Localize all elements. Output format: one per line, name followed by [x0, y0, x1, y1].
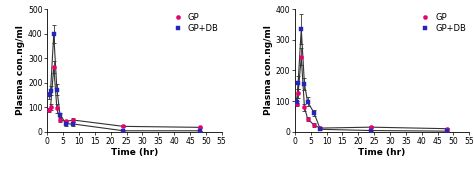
GP+DB [54, 89, 60, 91]
GP+DB [64, 123, 69, 125]
GP+DB [301, 83, 307, 85]
GP+DB [197, 130, 202, 132]
GP+DB [57, 114, 63, 116]
GP [444, 128, 450, 130]
GP [70, 119, 75, 121]
Line: GP: GP [294, 55, 449, 131]
GP [57, 119, 63, 121]
GP [48, 106, 54, 108]
X-axis label: Time (hr): Time (hr) [358, 148, 406, 157]
GP [197, 126, 202, 128]
GP+DB [444, 130, 450, 132]
GP+DB [318, 128, 323, 130]
GP [311, 124, 317, 126]
GP [54, 107, 60, 110]
GP+DB [46, 94, 52, 97]
GP+DB [120, 130, 126, 132]
GP [318, 127, 323, 129]
Y-axis label: Plasma con.ng/ml: Plasma con.ng/ml [264, 25, 273, 115]
GP+DB [70, 123, 75, 125]
Line: GP: GP [47, 65, 201, 129]
Legend: GP, GP+DB: GP, GP+DB [417, 12, 467, 34]
GP [294, 102, 300, 105]
GP+DB [311, 112, 317, 114]
GP [301, 106, 307, 108]
GP+DB [48, 89, 54, 92]
GP [295, 92, 301, 95]
Legend: GP, GP+DB: GP, GP+DB [169, 12, 219, 34]
GP [51, 66, 56, 68]
GP [64, 120, 69, 123]
GP+DB [295, 82, 301, 84]
X-axis label: Time (hr): Time (hr) [111, 148, 158, 157]
GP+DB [368, 129, 374, 132]
Line: GP+DB: GP+DB [294, 27, 449, 133]
GP [299, 56, 304, 58]
GP [120, 125, 126, 128]
GP+DB [299, 28, 304, 30]
GP [368, 126, 374, 128]
Line: GP+DB: GP+DB [47, 32, 201, 133]
Y-axis label: Plasma con.ng/ml: Plasma con.ng/ml [16, 25, 25, 115]
GP+DB [294, 101, 300, 103]
GP+DB [305, 101, 310, 103]
GP [46, 109, 52, 111]
GP+DB [51, 33, 56, 35]
GP [305, 118, 310, 120]
